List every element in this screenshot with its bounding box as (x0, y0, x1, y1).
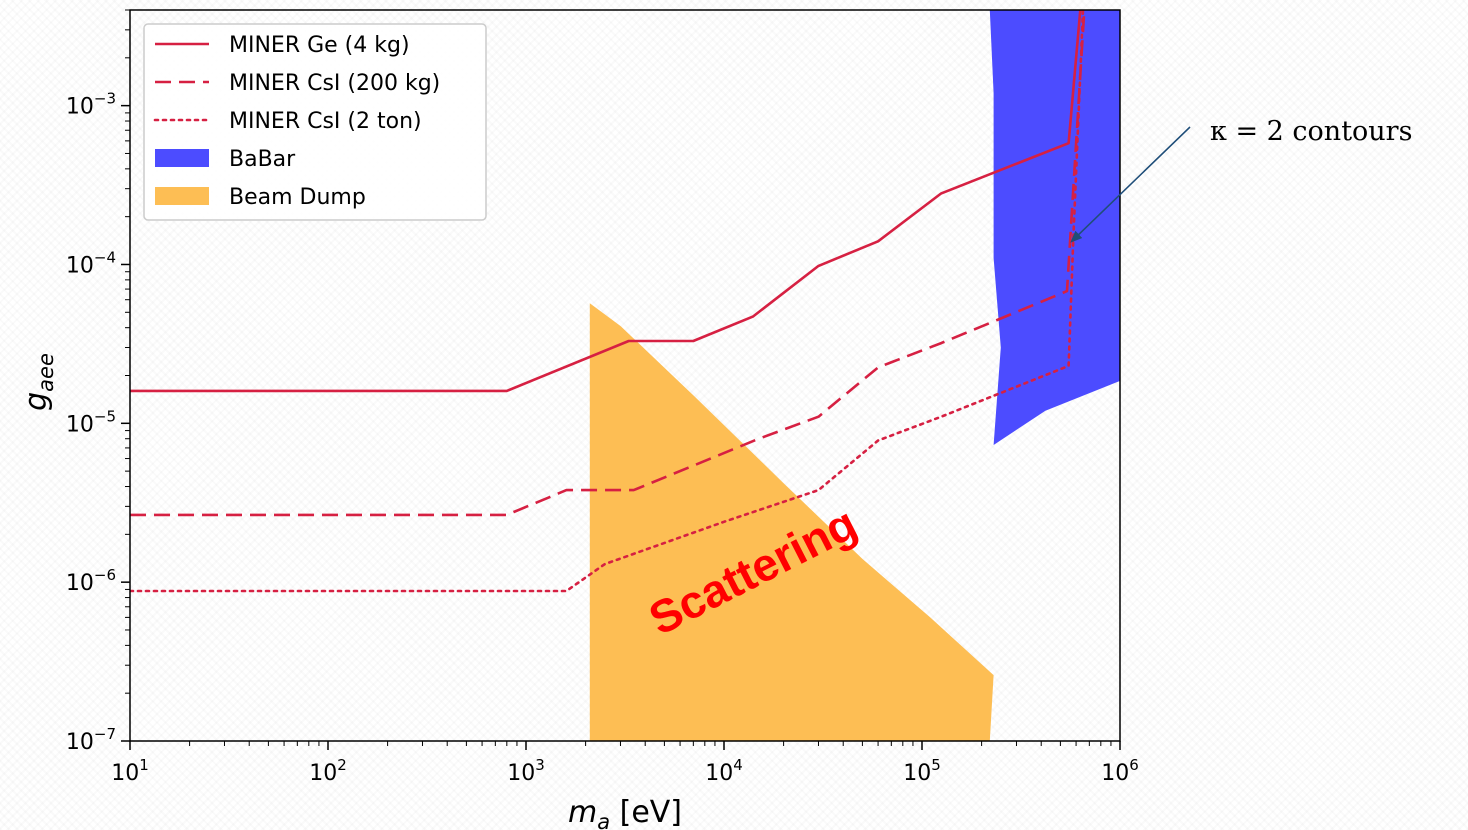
x-tick-label: 102 (309, 756, 347, 786)
x-tick-label: 106 (1101, 756, 1139, 786)
axis-ticks: 101 102 103 104 105 106 10−7 10−6 10−5 10−4 10−3 (66, 9, 1139, 786)
x-tick-label: 103 (507, 756, 545, 786)
y-tick-label: 10−5 (66, 407, 116, 437)
x-axis-label: ma [eV] (568, 795, 682, 830)
legend-swatch-babar (155, 149, 209, 167)
legend-swatch-beam-dump (155, 187, 209, 205)
y-tick-label: 10−3 (66, 90, 116, 120)
series-line-miner-ge-4-kg (130, 10, 1082, 393)
legend-label-miner-ge-4-kg: MINER Ge (4 kg) (229, 33, 410, 58)
y-tick-label: 10−4 (66, 248, 116, 278)
x-tick-label: 105 (903, 756, 941, 786)
legend-box (143, 23, 487, 221)
series-line-miner-csi-200-kg (130, 10, 1086, 517)
region-beam-dump (589, 303, 994, 741)
shaded-regions (589, 10, 1120, 741)
y-tick-label: 10−6 (66, 566, 116, 596)
series-line-miner-csi-2-ton (130, 10, 1085, 593)
legend-label-beam-dump: Beam Dump (229, 185, 366, 210)
legend: MINER Ge (4 kg) MINER CsI (200 kg) MINER C… (143, 23, 487, 221)
legend-label-babar: BaBar (229, 147, 296, 172)
y-tick-label: 10−7 (66, 725, 116, 755)
region-babar (989, 10, 1120, 445)
y-axis-label: gaee (19, 353, 58, 411)
x-tick-label: 104 (705, 756, 743, 786)
kappa-contours-label: κ = 2 contours (1210, 116, 1412, 147)
series-lines (130, 10, 1086, 593)
x-tick-label: 101 (111, 756, 149, 786)
legend-label-miner-csi-200-kg: MINER CsI (200 kg) (229, 71, 440, 96)
legend-label-miner-csi-2-ton: MINER CsI (2 ton) (229, 109, 422, 134)
kappa-arrow (1070, 126, 1191, 243)
